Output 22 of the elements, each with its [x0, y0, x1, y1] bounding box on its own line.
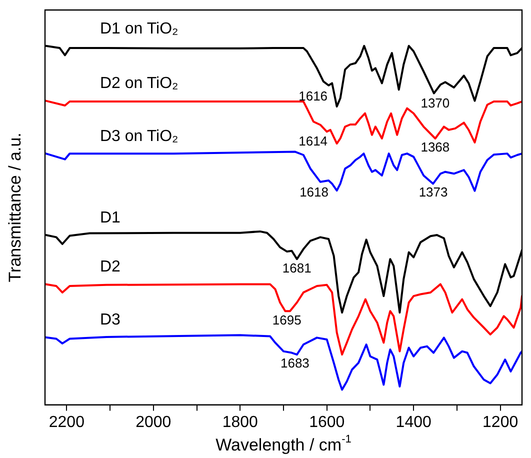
annotation: 1681 — [282, 260, 312, 276]
y-axis-title: Transmittance / a.u. — [6, 132, 25, 282]
x-tick-label: 1200 — [482, 414, 518, 431]
x-tick-label: 2000 — [136, 414, 172, 431]
x-tick-label: 1600 — [309, 414, 345, 431]
series-label: D1 — [100, 209, 121, 226]
x-tick-label: 1400 — [396, 414, 432, 431]
annotation: 1683 — [280, 355, 310, 370]
annotation: 1614 — [298, 133, 328, 148]
series-label: D3 — [100, 312, 121, 329]
series-label: D1 on TiO₂ — [100, 20, 178, 38]
annotation: 1618 — [300, 184, 328, 200]
series-label: D2 — [100, 258, 121, 276]
annotation: 1368 — [420, 139, 450, 154]
series-label: D3 on TiO₂ — [100, 128, 178, 145]
annotation: 1370 — [420, 96, 450, 111]
series-label: D2 on TiO₂ — [100, 75, 178, 92]
x-tick-label: 1800 — [222, 414, 258, 431]
annotation: 1695 — [272, 312, 302, 328]
x-tick-label: 2200 — [48, 414, 85, 431]
annotation: 1373 — [418, 184, 448, 200]
annotation: 1616 — [298, 88, 328, 104]
